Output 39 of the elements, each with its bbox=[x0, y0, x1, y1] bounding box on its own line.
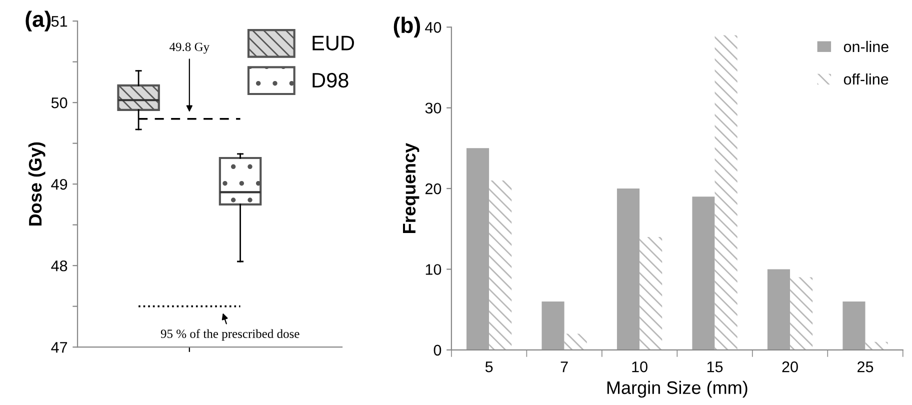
y-tick-label: 47 bbox=[51, 342, 68, 353]
ref-line-label: 95 % of the prescribed dose bbox=[160, 329, 300, 341]
bar bbox=[692, 196, 715, 350]
y-tick-label: 40 bbox=[425, 22, 442, 33]
bar bbox=[564, 334, 587, 350]
bar bbox=[640, 236, 662, 350]
x-tick-label: 25 bbox=[858, 361, 874, 372]
y-tick-label: 10 bbox=[426, 264, 442, 275]
y-axis-title: Frequency bbox=[403, 142, 420, 233]
y-tick-label: 49 bbox=[51, 178, 68, 190]
bar bbox=[842, 302, 866, 350]
ref-line-label: 49.8 Gy bbox=[170, 42, 210, 54]
x-tick-label: 7 bbox=[560, 362, 568, 372]
legend-label: D98 bbox=[312, 72, 348, 88]
bar bbox=[542, 302, 564, 350]
y-tick-label: 30 bbox=[425, 102, 442, 114]
chart-title: (b) bbox=[394, 16, 420, 38]
y-tick-label: 48 bbox=[51, 260, 68, 272]
bar bbox=[865, 342, 888, 350]
x-tick-label: 10 bbox=[632, 361, 648, 372]
x-tick-label: 20 bbox=[782, 361, 798, 372]
bar bbox=[616, 188, 640, 350]
legend-label: off-line bbox=[844, 73, 888, 85]
bar bbox=[767, 269, 790, 350]
x-axis-title: Margin Size (mm) bbox=[607, 380, 748, 398]
legend-label: EUD bbox=[312, 36, 354, 50]
y-tick-label: 50 bbox=[51, 97, 68, 108]
y-tick-label: 51 bbox=[51, 16, 68, 27]
y-tick-label: 20 bbox=[425, 183, 442, 194]
x-tick-label: 15 bbox=[707, 362, 723, 372]
bar bbox=[714, 35, 738, 350]
bar bbox=[466, 148, 490, 350]
legend-label: on-line bbox=[844, 40, 888, 52]
bar bbox=[790, 277, 813, 350]
x-tick-label: 5 bbox=[485, 362, 493, 372]
y-tick-label: 0 bbox=[434, 344, 442, 356]
y-axis-title: Dose (Gy) bbox=[28, 142, 46, 226]
chart-title: (a) bbox=[26, 10, 51, 32]
bar bbox=[489, 180, 512, 350]
